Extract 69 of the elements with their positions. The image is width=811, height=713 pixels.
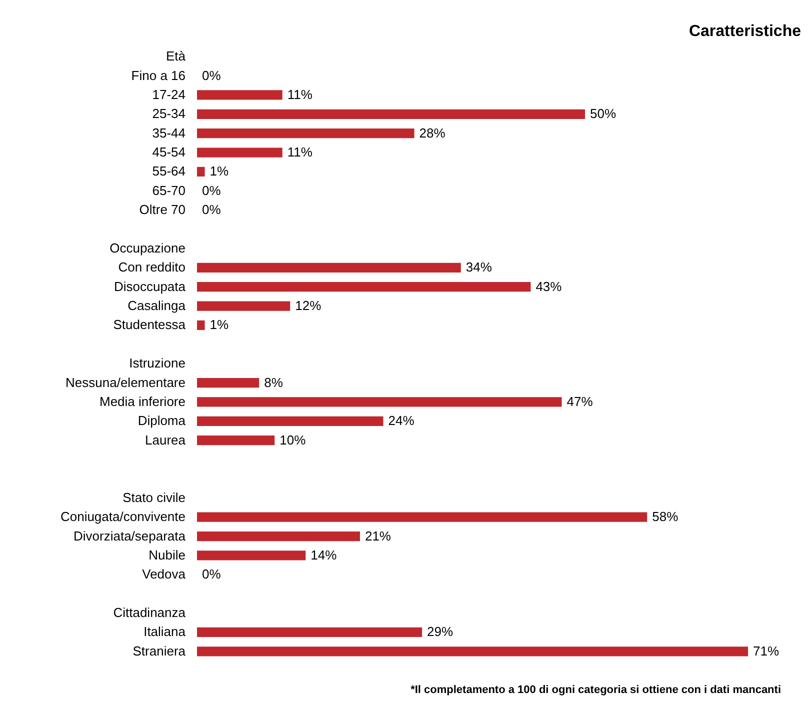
data-label: 43%	[536, 278, 562, 294]
y-tick-label: Nubile	[148, 547, 186, 562]
y-tick-label: Istruzione	[129, 356, 186, 371]
data-label: 8%	[264, 374, 284, 390]
bar	[197, 109, 586, 119]
bar	[197, 627, 422, 638]
data-label: 14%	[310, 547, 338, 562]
data-label: 1%	[210, 317, 229, 332]
y-tick-label: Italiana	[144, 624, 186, 640]
chart-title: Caratteristiche	[688, 23, 802, 40]
bar	[197, 436, 275, 446]
y-tick-label: Occupazione	[110, 240, 186, 256]
data-label: 71%	[753, 643, 780, 658]
bar	[197, 148, 282, 158]
y-tick-label: Casalinga	[128, 298, 186, 314]
y-tick-label: 45-54	[152, 144, 186, 160]
bar	[197, 128, 414, 138]
data-label: 0%	[202, 202, 222, 218]
bar	[197, 397, 562, 407]
y-tick-label: Vedova	[142, 566, 186, 582]
y-tick-label: Oltre 70	[139, 202, 186, 218]
y-tick-label: 65-70	[152, 182, 186, 198]
data-label: 0%	[202, 566, 222, 582]
bar	[197, 378, 260, 388]
y-tick-label: 25-34	[152, 106, 186, 122]
data-label: 58%	[652, 509, 679, 524]
y-tick-label: 35-44	[152, 125, 186, 140]
bar	[197, 646, 748, 656]
data-label: 24%	[388, 413, 415, 428]
data-label: 28%	[419, 125, 446, 140]
data-label: 11%	[287, 144, 313, 160]
y-tick-label: Coniugata/convivente	[60, 509, 186, 524]
y-tick-label: Media inferiore	[100, 394, 186, 409]
bar	[197, 531, 360, 542]
y-tick-label: Divorziata/separata	[74, 528, 186, 544]
bar	[197, 320, 205, 330]
data-label: 0%	[202, 68, 222, 83]
bar	[197, 550, 306, 560]
data-label: 34%	[466, 260, 492, 275]
bar	[197, 282, 531, 292]
y-tick-label: Studentessa	[113, 317, 186, 332]
bar	[197, 512, 648, 522]
data-label: 29%	[427, 624, 454, 640]
data-label: 21%	[364, 528, 392, 544]
data-label: 1%	[210, 164, 229, 179]
y-tick-label: Straniera	[132, 643, 186, 658]
y-tick-label: Laurea	[145, 432, 186, 448]
bar	[197, 166, 205, 177]
text: *Il completamento a 100 di ogni categoria si ottiene con i dati mancanti	[410, 684, 781, 696]
bar	[197, 90, 282, 100]
y-tick-label: Cittadinanza	[113, 605, 186, 620]
y-tick-label: 55-64	[152, 164, 186, 179]
data-label: 11%	[287, 86, 313, 102]
y-tick-label: Disoccupata	[114, 278, 186, 294]
bar	[197, 262, 461, 272]
bar	[197, 416, 384, 426]
data-label: 0%	[202, 182, 222, 198]
bar	[197, 301, 290, 311]
data-label: 47%	[566, 394, 594, 409]
y-tick-label: Nessuna/elementare	[66, 374, 186, 390]
y-tick-label: Con reddito	[118, 260, 186, 275]
y-tick-label: 17-24	[152, 86, 186, 102]
y-tick-label: Fino a 16	[131, 68, 186, 83]
data-label: 12%	[295, 298, 322, 314]
y-tick-label: Stato civile	[122, 490, 186, 505]
data-label: 10%	[280, 432, 306, 448]
y-tick-label: Diploma	[138, 413, 186, 428]
data-label: 50%	[590, 106, 616, 122]
y-tick-label: Età	[166, 48, 186, 64]
